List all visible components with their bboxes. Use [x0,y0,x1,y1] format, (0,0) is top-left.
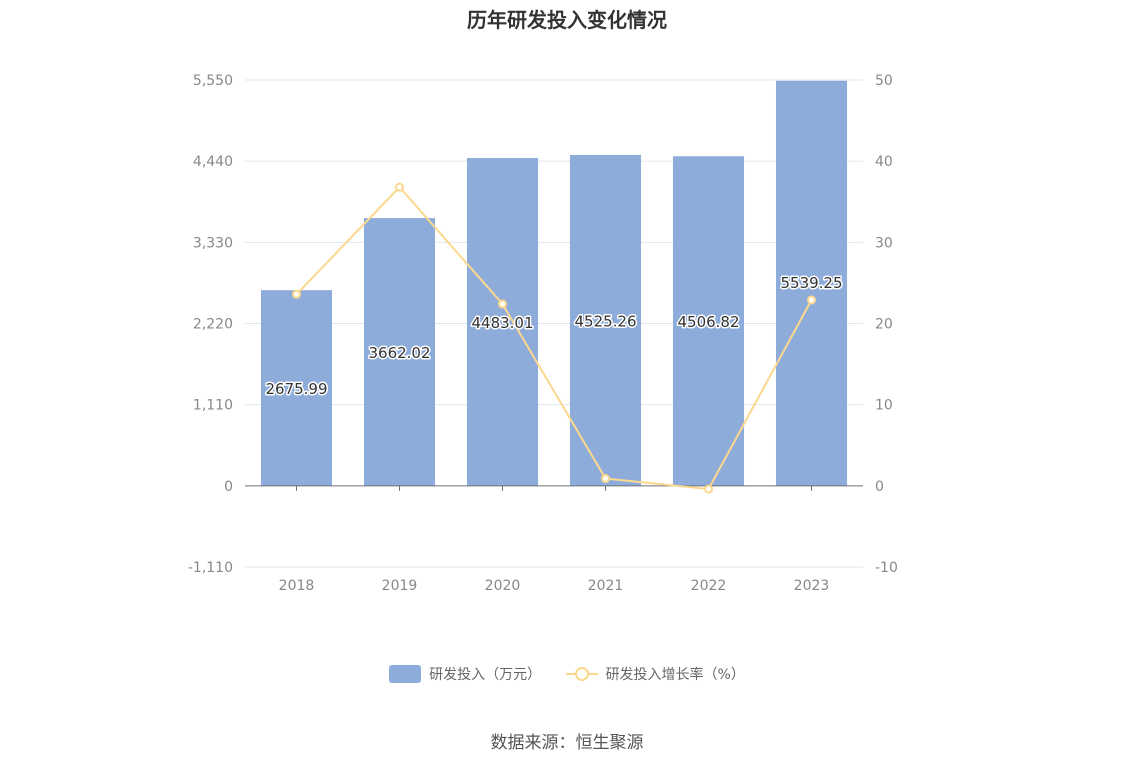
data-source: 数据来源：恒生聚源 [490,733,644,753]
growth-point-2020[interactable] [498,299,507,309]
growth-point-2019[interactable] [395,182,404,192]
left-tick-label: 4,440 [193,154,233,170]
growth-point-2018[interactable] [292,289,301,299]
chart-canvas: -1,110 0 1,110 2,220 3,330 4,440 5,550 -10 0 10 2… [188,73,898,594]
x-tick-label: 2020 [485,578,521,594]
chart-title: 历年研发投入变化情况 [467,8,667,32]
growth-point-2021[interactable] [601,474,610,484]
bar-2023[interactable] [775,80,848,486]
right-tick-label: 10 [875,398,893,414]
left-axis: -1,110 0 1,110 2,220 3,330 4,440 5,550 [188,73,233,576]
left-tick-label: 1,110 [193,398,233,414]
right-tick-label: 40 [875,154,893,170]
right-tick-label: 0 [875,479,884,495]
bar-2019[interactable] [363,218,436,486]
legend-item-growth-rate[interactable]: 研发投入增长率（%） [565,664,745,684]
bar-value-label: 4506.82 [677,313,739,331]
bar-series [260,80,848,486]
right-tick-label: 20 [875,317,893,333]
x-axis: 2018 2019 2020 2021 2022 2023 [245,485,863,594]
x-tick-label: 2019 [382,578,418,594]
x-tick-label: 2018 [279,578,315,594]
bar-2021[interactable] [569,154,642,486]
bar-value-label: 4483.01 [471,314,533,332]
left-tick-label: 2,220 [193,317,233,333]
bar-value-label: 4525.26 [574,312,636,330]
legend-label-rd-investment: 研发投入（万元） [429,667,542,683]
legend: 研发投入（万元） 研发投入增长率（%） [0,664,1134,687]
legend-item-rd-investment[interactable]: 研发投入（万元） [389,664,541,684]
bar-2020[interactable] [466,158,539,486]
x-tick-label: 2021 [588,578,624,594]
right-tick-label: 30 [875,235,893,251]
bar-2022[interactable] [672,156,745,486]
bar-value-label: 2675.99 [265,380,327,398]
line-series [292,182,816,494]
x-tick-label: 2022 [691,578,727,594]
left-tick-label: 5,550 [193,73,233,89]
bar-value-label: 5539.25 [780,274,842,292]
left-tick-label: 0 [224,479,233,495]
grid-lines [245,79,863,568]
bar-value-label: 3662.02 [368,344,430,362]
right-tick-label: 50 [875,73,893,89]
right-tick-label: -10 [875,560,898,576]
right-axis: -10 0 10 20 30 40 50 [875,73,898,576]
legend-bar-swatch [389,665,422,683]
growth-point-2023[interactable] [807,295,816,305]
x-tick-label: 2023 [794,578,830,594]
legend-label-growth-rate: 研发投入增长率（%） [605,667,745,683]
growth-rate-line [295,185,813,491]
bar-2018[interactable] [260,290,333,486]
legend-line-swatch [565,665,598,683]
growth-point-2022[interactable] [704,484,713,494]
left-tick-label: 3,330 [193,235,233,251]
left-tick-label: -1,110 [188,560,233,576]
bar-value-labels: 2675.99 3662.02 4483.01 4525.26 4506.82 5539.… [264,273,844,400]
